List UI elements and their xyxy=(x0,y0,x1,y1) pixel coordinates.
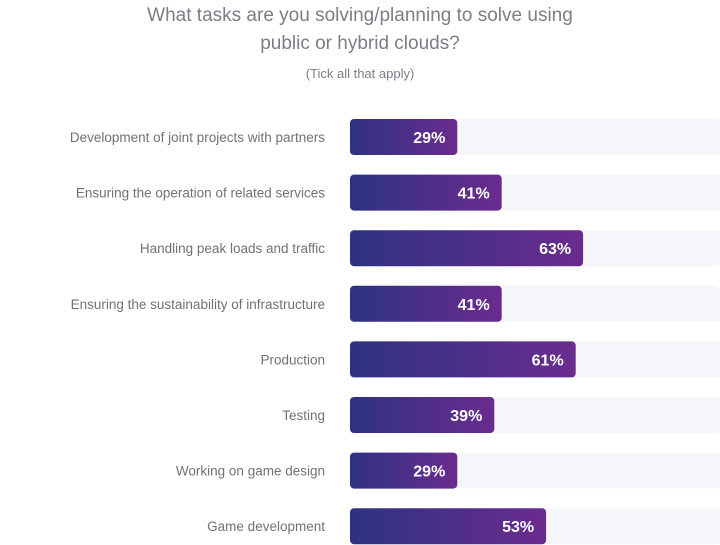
category-label: Handling peak loads and traffic xyxy=(140,241,325,256)
bar xyxy=(350,174,502,211)
value-label: 29% xyxy=(413,130,445,147)
chart-title-line-1: What tasks are you solving/planning to s… xyxy=(147,5,573,26)
value-label: 53% xyxy=(502,519,534,536)
bar xyxy=(350,452,458,489)
bar xyxy=(350,230,584,267)
value-label: 29% xyxy=(413,464,445,481)
category-label: Development of joint projects with partn… xyxy=(70,130,325,145)
category-label: Game development xyxy=(207,519,325,534)
category-label: Ensuring the operation of related servic… xyxy=(76,186,325,201)
bar xyxy=(350,341,576,378)
bar xyxy=(350,397,495,433)
category-label: Ensuring the sustainability of infrastru… xyxy=(71,297,325,312)
bar xyxy=(350,508,547,545)
category-label: Production xyxy=(260,352,325,367)
category-label: Working on game design xyxy=(176,464,325,479)
value-label: 41% xyxy=(458,297,490,314)
bars-group: Development of joint projects with partn… xyxy=(70,119,720,545)
value-label: 63% xyxy=(539,241,571,258)
category-label: Testing xyxy=(282,408,325,423)
chart-title: What tasks are you solving/planning to s… xyxy=(0,2,720,58)
value-label: 61% xyxy=(532,352,564,369)
value-label: 39% xyxy=(450,408,482,425)
value-label: 41% xyxy=(458,186,490,203)
chart-title-line-2: public or hybrid clouds? xyxy=(260,33,460,54)
chart-subtitle: (Tick all that apply) xyxy=(305,66,415,81)
bar xyxy=(350,119,458,155)
bar xyxy=(350,285,502,322)
